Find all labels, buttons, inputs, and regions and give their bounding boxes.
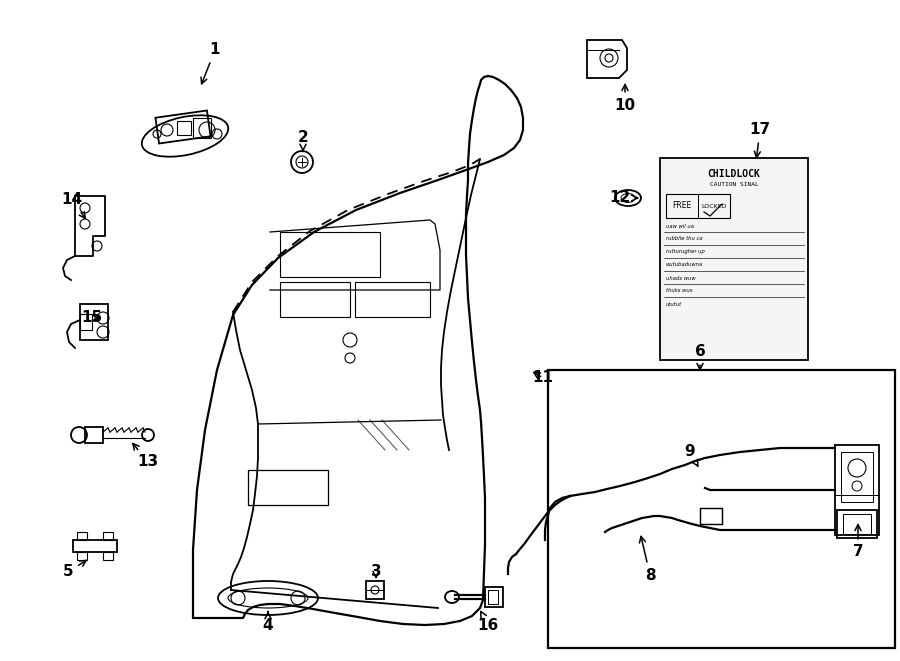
Bar xyxy=(103,552,113,560)
Bar xyxy=(660,158,808,360)
Text: rubblle thu ca: rubblle thu ca xyxy=(666,237,703,241)
Bar xyxy=(837,510,877,538)
Bar xyxy=(548,370,895,648)
Bar xyxy=(80,304,108,340)
Text: uaw wil ua: uaw wil ua xyxy=(666,223,694,229)
Text: FREE: FREE xyxy=(672,202,691,210)
Bar xyxy=(355,282,430,317)
Bar xyxy=(103,532,113,540)
Text: 2: 2 xyxy=(298,130,309,151)
Text: 4: 4 xyxy=(263,612,274,633)
Bar xyxy=(700,508,722,524)
Text: 15: 15 xyxy=(81,311,103,325)
Text: 17: 17 xyxy=(750,122,770,157)
Bar xyxy=(841,452,873,502)
Text: 5: 5 xyxy=(63,561,86,580)
Text: thuks wus: thuks wus xyxy=(666,288,692,293)
Bar xyxy=(156,110,211,143)
Text: wutubaduwna: wutubaduwna xyxy=(666,262,703,268)
Text: 6: 6 xyxy=(695,344,706,369)
Text: 16: 16 xyxy=(477,611,499,633)
Text: 1: 1 xyxy=(201,42,220,84)
Text: rutturugher up: rutturugher up xyxy=(666,249,705,254)
Text: 10: 10 xyxy=(615,85,635,112)
Text: CAUTION SINAL: CAUTION SINAL xyxy=(709,182,759,188)
Bar xyxy=(488,590,498,604)
Bar xyxy=(77,532,87,540)
Text: 3: 3 xyxy=(371,564,382,580)
Bar xyxy=(280,282,350,317)
Bar xyxy=(193,118,211,138)
Text: 14: 14 xyxy=(61,192,86,218)
Text: 11: 11 xyxy=(533,371,554,385)
Text: 9: 9 xyxy=(685,444,698,466)
Text: 12: 12 xyxy=(609,190,637,206)
Bar xyxy=(835,445,879,535)
Bar xyxy=(485,587,503,607)
Text: 8: 8 xyxy=(639,536,655,582)
Bar xyxy=(80,314,92,330)
Bar xyxy=(666,194,730,218)
Bar xyxy=(77,552,87,560)
Text: LOCKED: LOCKED xyxy=(701,204,727,208)
Bar xyxy=(73,540,117,552)
Text: CHILDLOCK: CHILDLOCK xyxy=(707,169,760,179)
Text: 7: 7 xyxy=(852,524,863,559)
Text: 13: 13 xyxy=(133,444,158,469)
Bar xyxy=(366,581,384,599)
Text: uhads wuw: uhads wuw xyxy=(666,276,696,280)
Bar xyxy=(843,514,871,534)
Text: ututut: ututut xyxy=(666,301,682,307)
Bar xyxy=(177,121,191,135)
Bar xyxy=(280,232,380,277)
Bar xyxy=(248,470,328,505)
Bar xyxy=(85,427,103,443)
